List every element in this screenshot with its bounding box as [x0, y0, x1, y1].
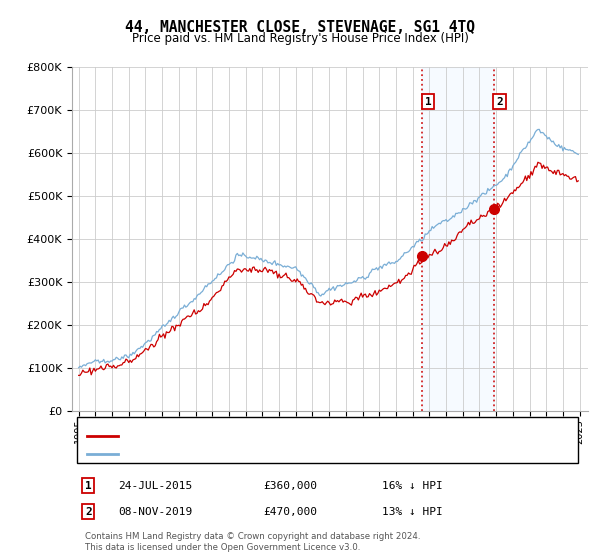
Text: 08-NOV-2019: 08-NOV-2019: [118, 507, 193, 517]
Text: HPI: Average price, detached house, Stevenage: HPI: Average price, detached house, Stev…: [129, 449, 377, 459]
FancyBboxPatch shape: [77, 417, 578, 464]
Text: 44, MANCHESTER CLOSE, STEVENAGE, SG1 4TQ (detached house): 44, MANCHESTER CLOSE, STEVENAGE, SG1 4TQ…: [129, 431, 474, 441]
Text: 2: 2: [496, 97, 503, 106]
Text: Price paid vs. HM Land Registry's House Price Index (HPI): Price paid vs. HM Land Registry's House …: [131, 32, 469, 45]
Text: 1: 1: [85, 480, 92, 491]
Text: 13% ↓ HPI: 13% ↓ HPI: [382, 507, 442, 517]
Bar: [422, 67, 494, 411]
Text: Contains HM Land Registry data © Crown copyright and database right 2024.
This d: Contains HM Land Registry data © Crown c…: [85, 532, 421, 552]
Text: 44, MANCHESTER CLOSE, STEVENAGE, SG1 4TQ: 44, MANCHESTER CLOSE, STEVENAGE, SG1 4TQ: [125, 20, 475, 35]
Text: 2: 2: [85, 507, 92, 517]
Text: 24-JUL-2015: 24-JUL-2015: [118, 480, 193, 491]
Text: 1: 1: [425, 97, 431, 106]
Text: 16% ↓ HPI: 16% ↓ HPI: [382, 480, 442, 491]
Text: £360,000: £360,000: [263, 480, 317, 491]
Text: £470,000: £470,000: [263, 507, 317, 517]
